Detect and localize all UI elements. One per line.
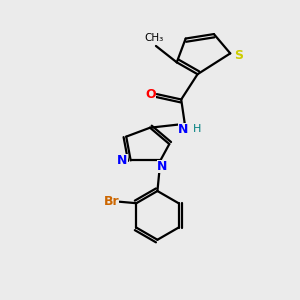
Text: O: O [145,88,156,100]
Text: CH₃: CH₃ [145,33,164,43]
Text: N: N [157,160,167,173]
Text: N: N [117,154,128,167]
Text: S: S [234,49,243,62]
Text: H: H [193,124,201,134]
Text: Br: Br [103,195,119,208]
Text: N: N [178,123,188,136]
